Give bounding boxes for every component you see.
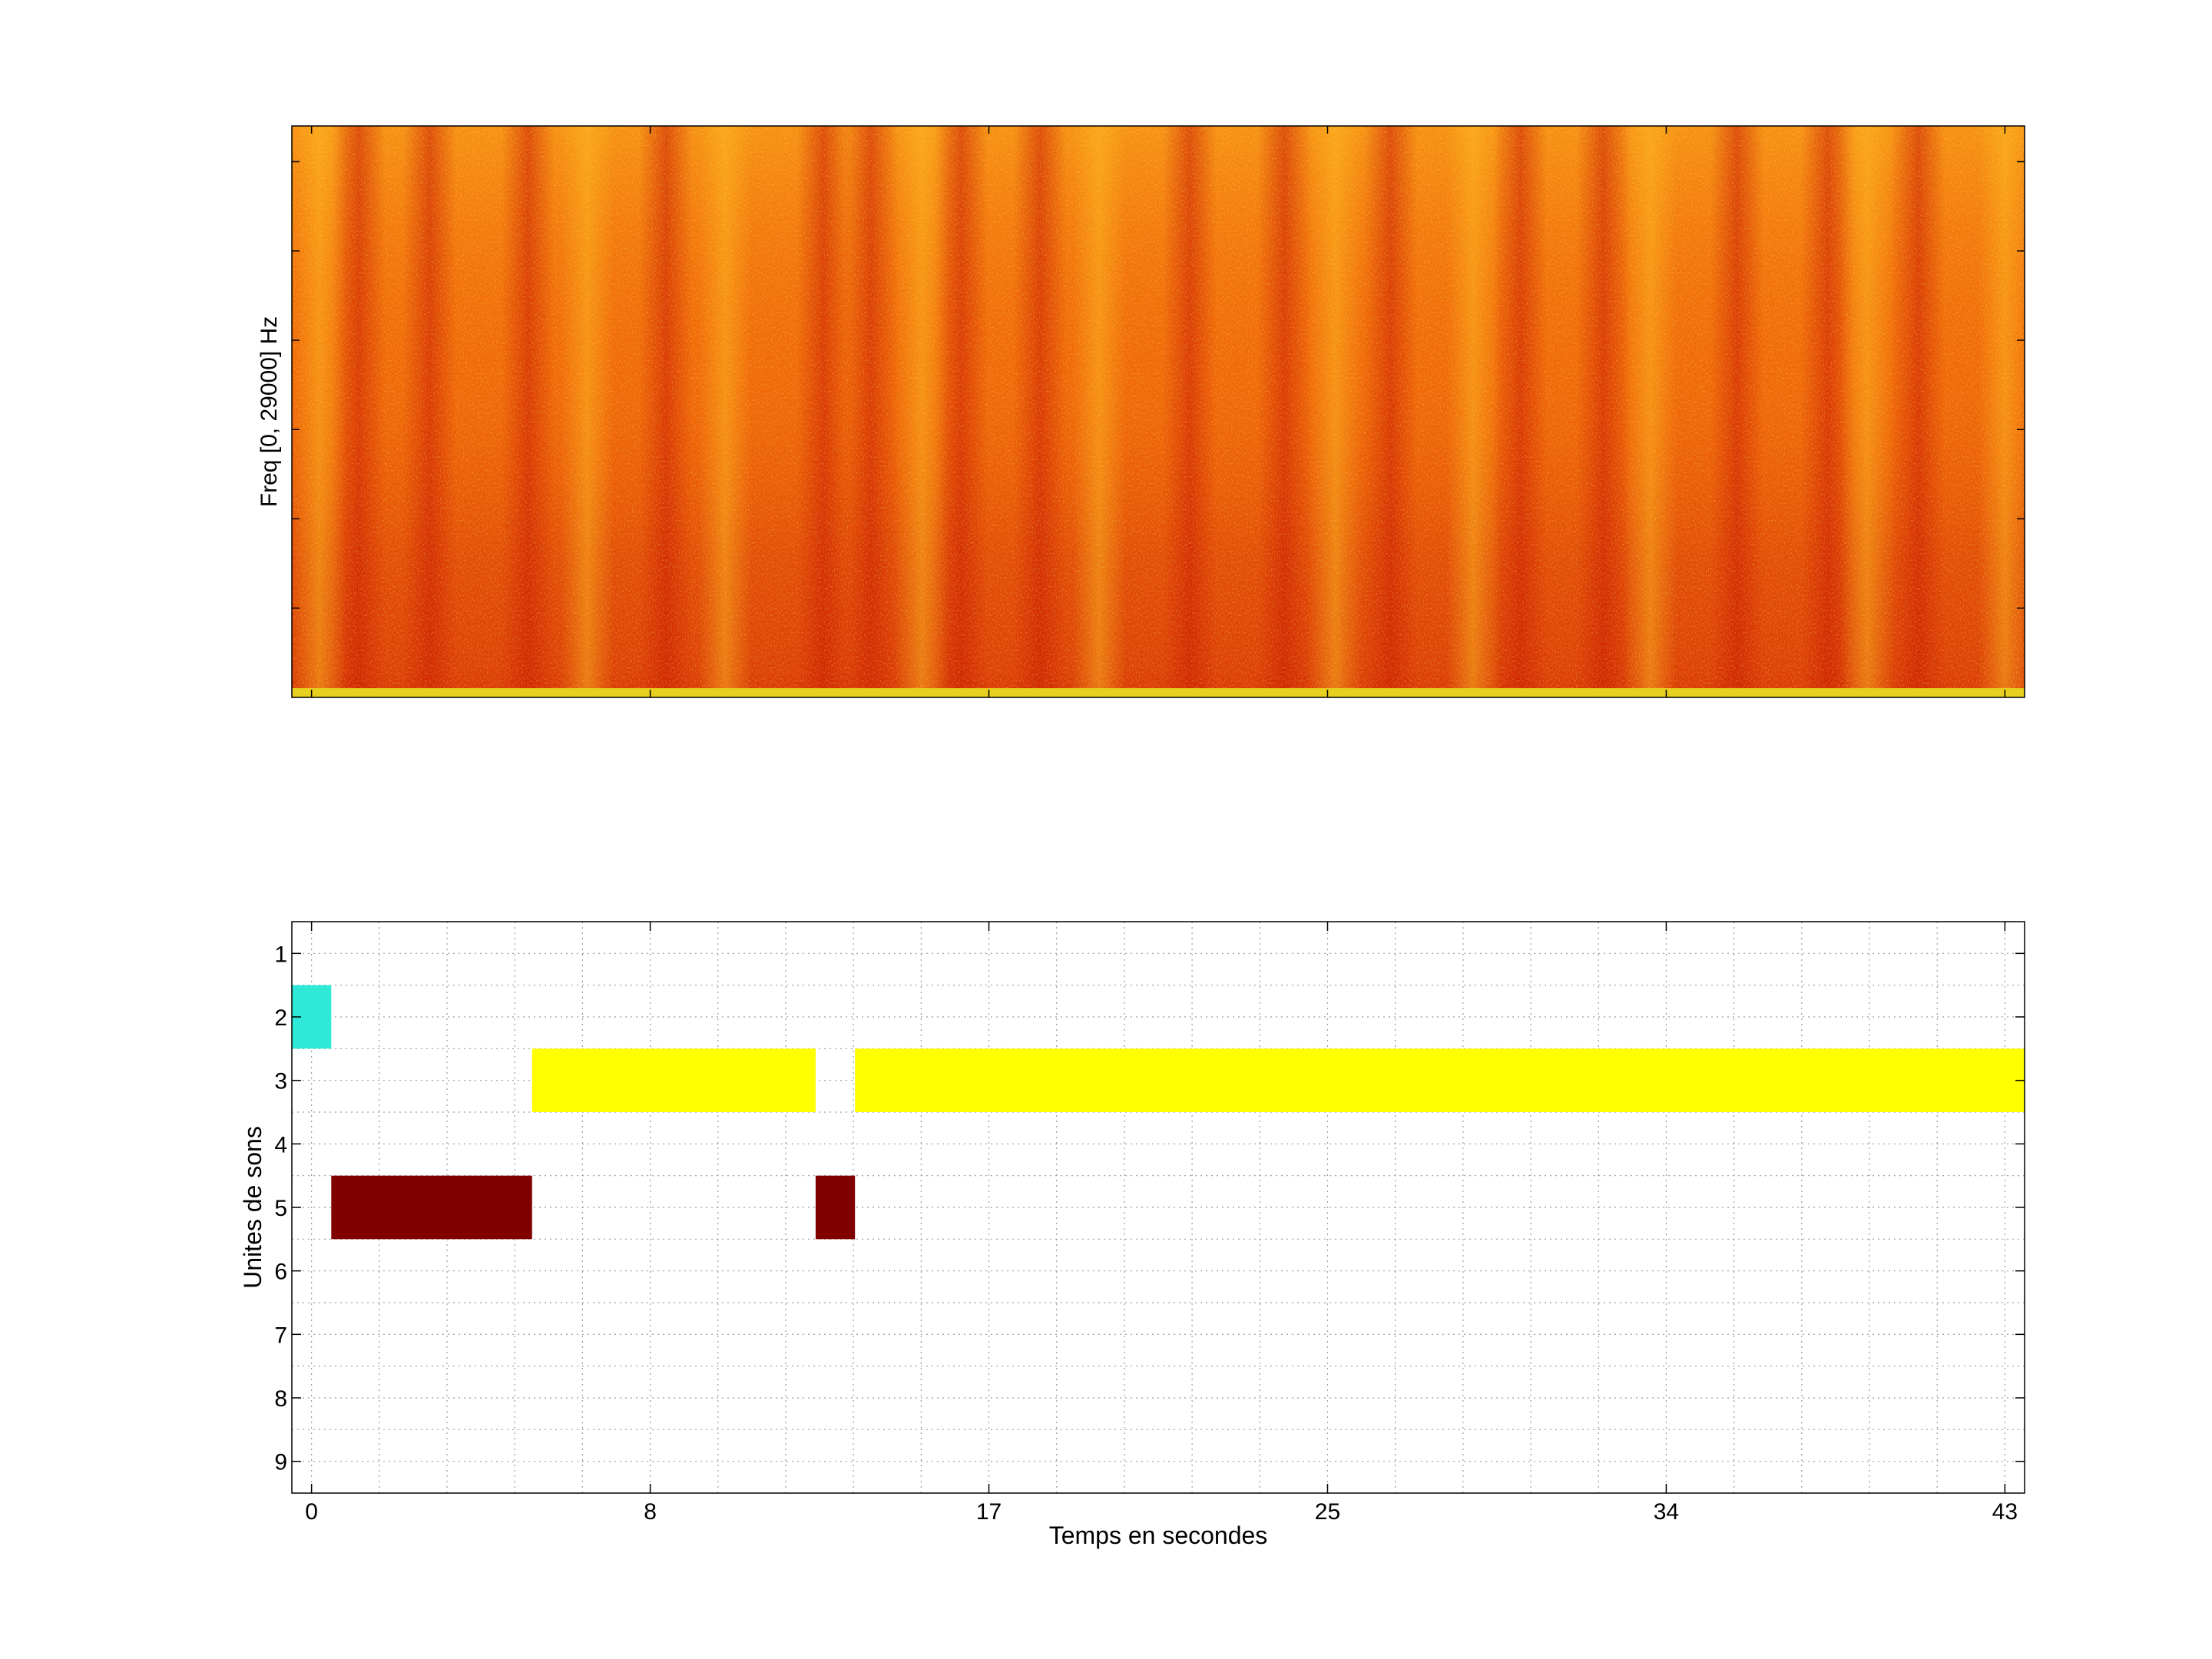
- timeline-x-tick-label: 0: [305, 1499, 318, 1525]
- spectrogram-panel: Freq [0, 29000] Hz: [257, 125, 2025, 698]
- timeline-x-tick-label: 25: [1315, 1499, 1340, 1525]
- timeline-y-tick-label: 3: [274, 1069, 287, 1094]
- spectrogram-grain: [292, 126, 2025, 697]
- timeline-ylabel: Unites de sons: [239, 1126, 267, 1289]
- timeline-y-tick-label: 8: [274, 1386, 287, 1412]
- timeline-x-tick-label: 17: [976, 1499, 1002, 1525]
- spectrogram-ticks: [292, 126, 2025, 697]
- sound-unit-5-segment: [815, 1175, 856, 1240]
- sound-unit-3-segment: [855, 1048, 2025, 1112]
- timeline-y-tick-label: 2: [274, 1005, 287, 1031]
- timeline-x-tick-label: 34: [1654, 1499, 1679, 1525]
- timeline-y-tick-label: 9: [274, 1450, 287, 1475]
- timeline-x-ticks: 0 8 17 25 34 43: [305, 922, 2018, 1525]
- timeline-y-tick-label: 7: [274, 1323, 287, 1348]
- timeline-y-tick-label: 4: [274, 1132, 287, 1157]
- spectrogram-frame: [291, 125, 2025, 698]
- timeline-y-ticks: 1 2 3 4 5 6 7 8 9: [274, 942, 2025, 1475]
- sound-unit-5-segment: [331, 1175, 532, 1240]
- timeline-x-tick-label: 8: [644, 1499, 657, 1525]
- timeline-y-tick-label: 5: [274, 1196, 287, 1221]
- timeline-x-tick-label: 43: [1992, 1499, 2018, 1525]
- timeline-xlabel: Temps en secondes: [1049, 1522, 1268, 1549]
- spectrogram-ylabel: Freq [0, 29000] Hz: [257, 316, 282, 507]
- timeline-segments: [292, 985, 2025, 1240]
- timeline-y-tick-label: 6: [274, 1260, 287, 1285]
- timeline-y-tick-label: 1: [274, 942, 287, 967]
- sound-unit-3-segment: [531, 1048, 816, 1112]
- spectrogram-baseline-band: [292, 688, 2025, 697]
